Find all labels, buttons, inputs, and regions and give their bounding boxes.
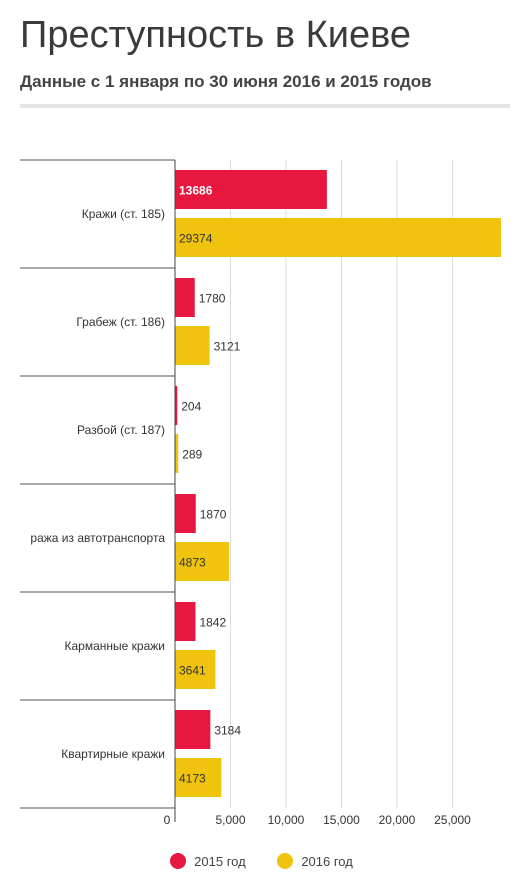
category-label: Карманные кражи <box>65 639 165 653</box>
data-label: 13686 <box>179 184 213 198</box>
bar-2015 <box>175 602 196 641</box>
category-label: Квартирные кражи <box>61 747 165 761</box>
legend-marker-2015 <box>170 853 187 869</box>
bar-2016 <box>175 758 222 797</box>
category-label: Кражи (ст. 185) <box>82 207 165 221</box>
x-tick-label: 5,000 <box>215 813 245 827</box>
data-label: 289 <box>182 448 202 462</box>
data-label: 3121 <box>214 340 241 354</box>
x-tick-label: 25,000 <box>434 813 471 827</box>
x-tick-label: 0 <box>164 813 171 827</box>
category-label: Грабеж (ст. 186) <box>76 315 165 329</box>
header-divider <box>20 104 510 108</box>
x-tick-label: 10,000 <box>268 813 305 827</box>
chart-subtitle: Данные с 1 января по 30 июня 2016 и 2015… <box>20 72 432 91</box>
bar-2016 <box>175 650 216 689</box>
data-label: 3641 <box>179 664 206 678</box>
x-tick-label: 20,000 <box>379 813 416 827</box>
bar-2015 <box>175 710 211 749</box>
data-label: 29374 <box>179 232 213 246</box>
bar-2016 <box>175 434 179 473</box>
data-label: 3184 <box>214 724 241 738</box>
legend-item-2016[interactable]: 2016 год <box>277 853 353 869</box>
legend-marker-2016 <box>277 853 294 869</box>
bar-2016 <box>175 326 210 365</box>
category-label: ража из автотранспорта <box>30 531 165 545</box>
bar-2016 <box>175 218 501 257</box>
data-label: 1842 <box>199 616 226 630</box>
data-label: 4173 <box>179 772 206 786</box>
bar-2015 <box>175 278 195 317</box>
legend: 2015 год 2016 год <box>0 853 523 872</box>
data-label: 204 <box>181 400 201 414</box>
bar-2015 <box>175 170 327 209</box>
data-label: 1780 <box>199 292 226 306</box>
chart-title: Преступность в Киеве <box>20 14 412 56</box>
bar-2015 <box>175 386 178 425</box>
x-tick-label: 15,000 <box>323 813 360 827</box>
legend-item-2015[interactable]: 2015 год <box>170 853 246 869</box>
category-label: Разбой (ст. 187) <box>77 423 165 437</box>
data-label: 1870 <box>200 508 227 522</box>
bar-2015 <box>175 494 196 533</box>
legend-label-2015: 2015 год <box>194 853 246 869</box>
bar-2016 <box>175 542 230 581</box>
legend-label-2016: 2016 год <box>301 853 353 869</box>
data-label: 4873 <box>179 556 206 570</box>
